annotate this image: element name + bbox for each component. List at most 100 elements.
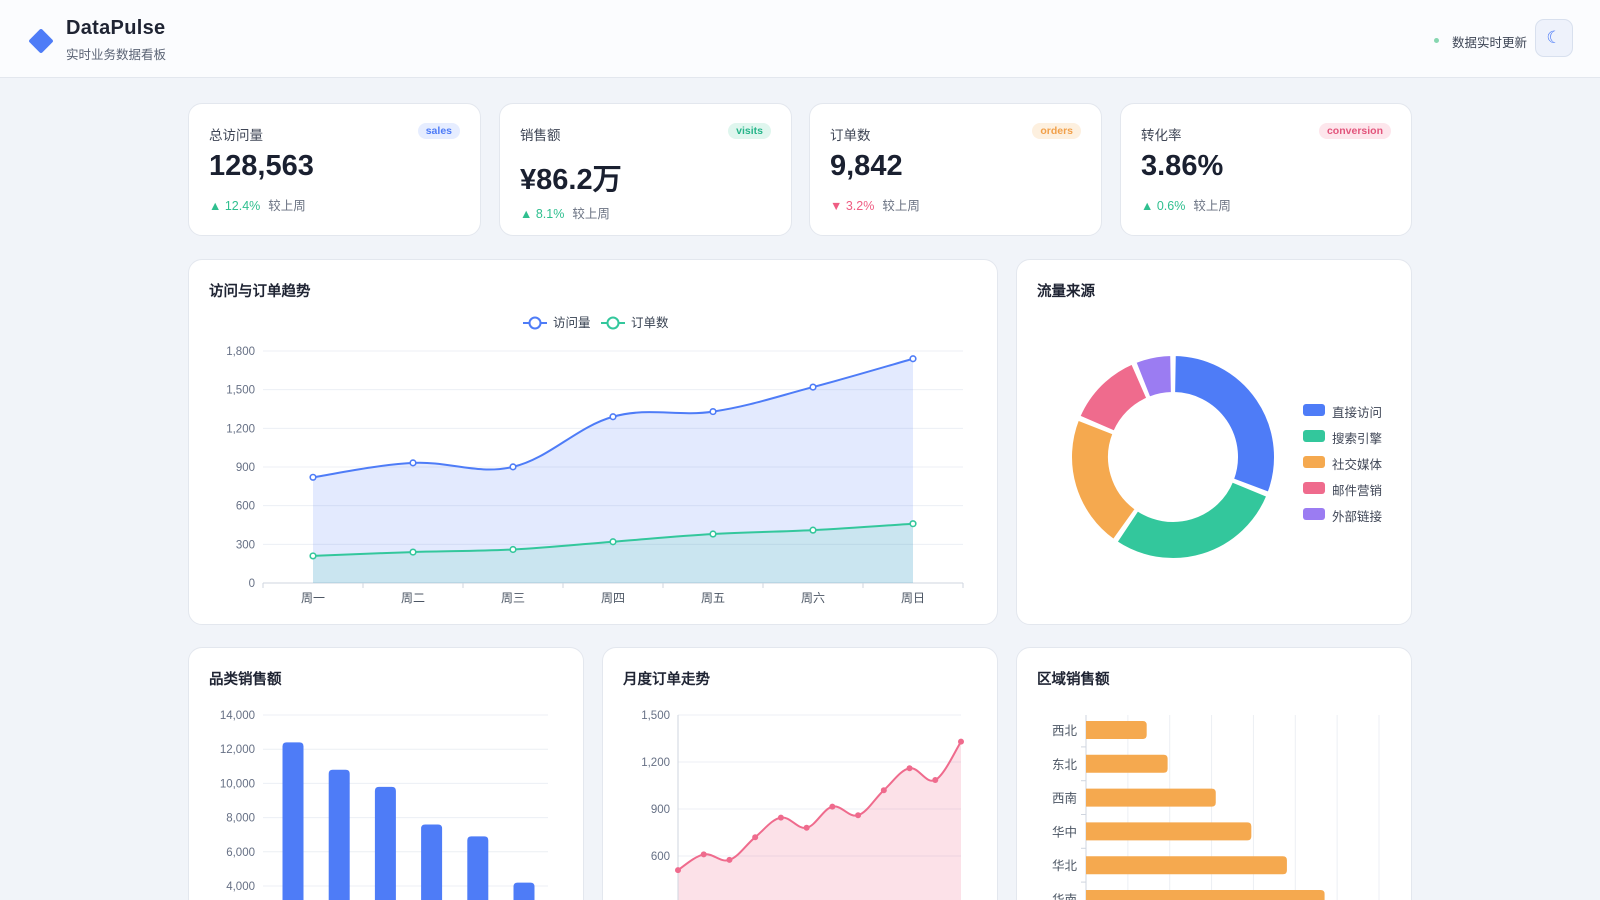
kpi-compare: 较上周 (268, 199, 306, 213)
y-tick-label: 300 (236, 539, 255, 551)
bar (282, 742, 304, 900)
data-point (829, 803, 836, 810)
pie-slice (1173, 354, 1276, 494)
data-point (855, 812, 862, 819)
y-tick-label: 西南 (1052, 791, 1077, 806)
data-point (803, 824, 810, 831)
kpi-label: 转化率 (1141, 128, 1182, 143)
kpi-compare: 较上周 (572, 207, 610, 221)
kpi-card-orders: 订单数 orders 9,842 ▼ 3.2% 较上周 (809, 103, 1102, 236)
y-tick-label: 1,200 (641, 757, 670, 769)
data-point (809, 526, 817, 534)
data-point (777, 814, 784, 821)
y-tick-label: 华南 (1052, 892, 1077, 900)
kpi-compare: 较上周 (882, 199, 920, 213)
kpi-value: 128,563 (209, 150, 314, 182)
y-tick-label: 8,000 (226, 813, 255, 825)
app-title: DataPulse (66, 17, 166, 39)
legend-swatch (1303, 456, 1325, 468)
x-tick-label: 周日 (901, 591, 925, 605)
theme-toggle-button[interactable]: ☾ (1535, 19, 1573, 57)
legend-label: 搜索引擎 (1332, 432, 1383, 446)
y-tick-label: 1,500 (641, 710, 670, 722)
kpi-card-sales: 销售额 visits ¥86.2万 ▲ 8.1% 较上周 (499, 103, 792, 236)
card-title: 访问与订单趋势 (209, 284, 311, 300)
monthly-orders-chart: 600 900 1,200 1,500 (641, 710, 964, 900)
y-tick-label: 0 (249, 578, 255, 590)
series-area (313, 523, 913, 583)
data-point (609, 413, 617, 421)
category-sales-card: 品类销售额 4,000 6,000 8,000 10,000 12,000 14,000 (188, 647, 584, 900)
y-tick-label: 华北 (1052, 858, 1078, 873)
series-area (313, 358, 913, 583)
y-tick-label: 900 (236, 462, 255, 474)
kpi-footer: ▲ 8.1% 较上周 (520, 203, 610, 222)
traffic-source-card: 流量来源 直接访问 搜索引擎 社交媒体 邮件营销 外部链接 (1016, 259, 1412, 625)
y-tick-label: 14,000 (220, 710, 255, 722)
kpi-badge: conversion (1318, 123, 1391, 139)
data-point (932, 777, 939, 784)
legend-label: 直接访问 (1332, 406, 1383, 420)
bar (328, 769, 350, 900)
data-point (709, 530, 717, 538)
x-tick-label: 周三 (501, 591, 525, 605)
data-point (906, 765, 913, 772)
kpi-delta: ▲ 12.4% (209, 199, 261, 213)
kpi-label: 销售额 (520, 128, 561, 143)
bar (1086, 856, 1287, 875)
kpi-footer: ▲ 12.4% 较上周 (209, 195, 306, 214)
kpi-footer: ▲ 0.6% 较上周 (1141, 195, 1231, 214)
bar (1086, 822, 1252, 841)
kpi-value: ¥86.2万 (520, 164, 622, 196)
legend-marker (528, 316, 542, 330)
bar (513, 882, 535, 900)
legend-label: 邮件营销 (1332, 484, 1383, 498)
legend-swatch (1303, 404, 1325, 416)
bar (421, 824, 443, 900)
app-subtitle: 实时业务数据看板 (66, 48, 167, 62)
y-tick-label: 900 (651, 804, 670, 816)
card-title: 流量来源 (1037, 284, 1095, 300)
data-point (909, 520, 917, 528)
x-tick-label: 周二 (401, 591, 425, 605)
data-point (509, 463, 517, 471)
legend-label: 订单数 (631, 315, 669, 330)
legend-marker (606, 316, 620, 330)
y-tick-label: 4,000 (226, 881, 255, 893)
kpi-badge: visits (728, 123, 771, 139)
bar (1086, 754, 1168, 773)
y-tick-label: 12,000 (220, 744, 255, 756)
category-sales-chart: 4,000 6,000 8,000 10,000 12,000 14,000 (220, 710, 548, 900)
bar (374, 786, 396, 900)
bar (1086, 890, 1325, 900)
kpi-card-conversion: 转化率 conversion 3.86% ▲ 0.6% 较上周 (1120, 103, 1412, 236)
live-status-dot (1434, 38, 1439, 43)
kpi-compare: 较上周 (1193, 199, 1231, 213)
legend-label: 社交媒体 (1332, 458, 1383, 472)
logo-icon (28, 28, 54, 54)
y-tick-label: 1,500 (226, 385, 255, 397)
y-tick-label: 西北 (1052, 724, 1078, 738)
data-point (609, 538, 617, 546)
y-tick-label: 1,800 (226, 346, 255, 358)
kpi-delta: ▼ 3.2% (830, 199, 875, 213)
pie-slice (1078, 362, 1149, 433)
data-point (958, 738, 964, 745)
data-point (675, 867, 681, 874)
data-point (509, 545, 517, 554)
pie-slice (1070, 418, 1137, 541)
legend-swatch (1303, 508, 1325, 520)
kpi-delta: ▲ 8.1% (520, 207, 565, 221)
y-tick-label: 6,000 (226, 847, 255, 859)
data-point (309, 473, 317, 481)
trend-chart: 0 300 600 900 1,200 1,500 1,800 周一 周二 周三 周四 周五 周六 周日 访… (226, 315, 964, 605)
y-tick-label: 600 (236, 501, 255, 513)
y-tick-label: 600 (651, 851, 670, 863)
pie-slice (1134, 354, 1173, 399)
bar (467, 836, 489, 900)
y-tick-label: 10,000 (220, 778, 255, 790)
kpi-label: 订单数 (830, 128, 871, 143)
app-header: DataPulse 实时业务数据看板 数据实时更新 ☾ (0, 0, 1600, 78)
kpi-delta: ▲ 0.6% (1141, 199, 1186, 213)
